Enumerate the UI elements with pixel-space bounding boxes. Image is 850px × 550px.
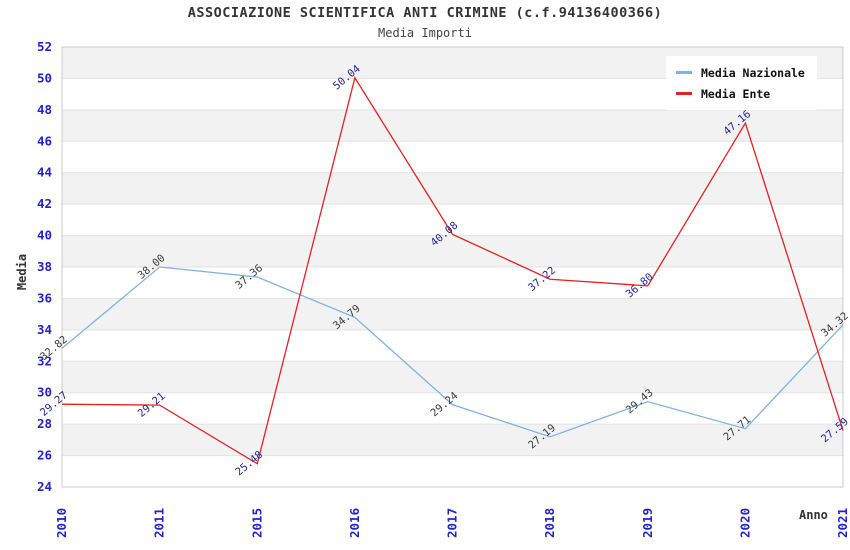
legend-label-ente: Media Ente [701,86,771,101]
y-tick-label: 34 [37,322,52,337]
plot-band [62,424,843,456]
point-label: 32.82 [38,334,70,364]
x-tick-label: 2021 [835,508,850,538]
chart-title: ASSOCIAZIONE SCIENTIFICA ANTI CRIMINE (c… [187,5,663,21]
y-tick-label: 46 [37,133,52,148]
y-tick-label: 32 [37,353,52,368]
y-tick-label: 50 [37,70,52,85]
y-tick-label: 38 [37,259,52,274]
plot-band [62,361,843,393]
x-tick-label: 2011 [152,508,167,538]
legend-swatch-ente [676,92,692,95]
y-tick-label: 36 [37,290,52,305]
y-tick-label: 48 [37,102,52,117]
x-tick-label: 2010 [54,508,69,538]
legend: Media Nazionale Media Ente [666,56,817,110]
series-line-1 [61,76,844,465]
x-tick-label: 2015 [249,508,264,538]
plot-band [62,172,843,205]
series-line-0 [61,266,844,438]
y-tick-label: 42 [37,196,52,211]
y-tick-label: 40 [37,228,52,243]
plot-band [62,109,843,142]
y-tick-label: 24 [37,479,52,494]
x-axis-title: Anno [799,508,828,522]
plot-border [61,46,844,488]
x-tick-label: 2017 [445,508,460,538]
legend-swatch-nazionale [676,71,692,74]
y-tick-label: 30 [37,385,52,400]
x-tick-label: 2020 [737,508,752,538]
point-label: 29.24 [429,390,461,420]
legend-item-media-ente: Media Ente [676,83,805,104]
x-tick-label: 2018 [542,508,557,538]
y-tick-label: 28 [37,416,52,431]
y-tick-label: 26 [37,448,52,463]
point-label: 36.80 [624,271,656,301]
chart-subtitle: Media Importi [378,26,472,40]
plot-band [62,298,843,330]
plot-band [62,235,843,267]
x-tick-label: 2016 [347,508,362,538]
legend-label-nazionale: Media Nazionale [701,65,805,80]
legend-item-media-nazionale: Media Nazionale [676,62,805,83]
x-tick-label: 2019 [640,508,655,538]
y-tick-label: 52 [37,39,52,54]
y-tick-label: 44 [37,165,52,180]
y-axis-title: Media [15,253,29,291]
